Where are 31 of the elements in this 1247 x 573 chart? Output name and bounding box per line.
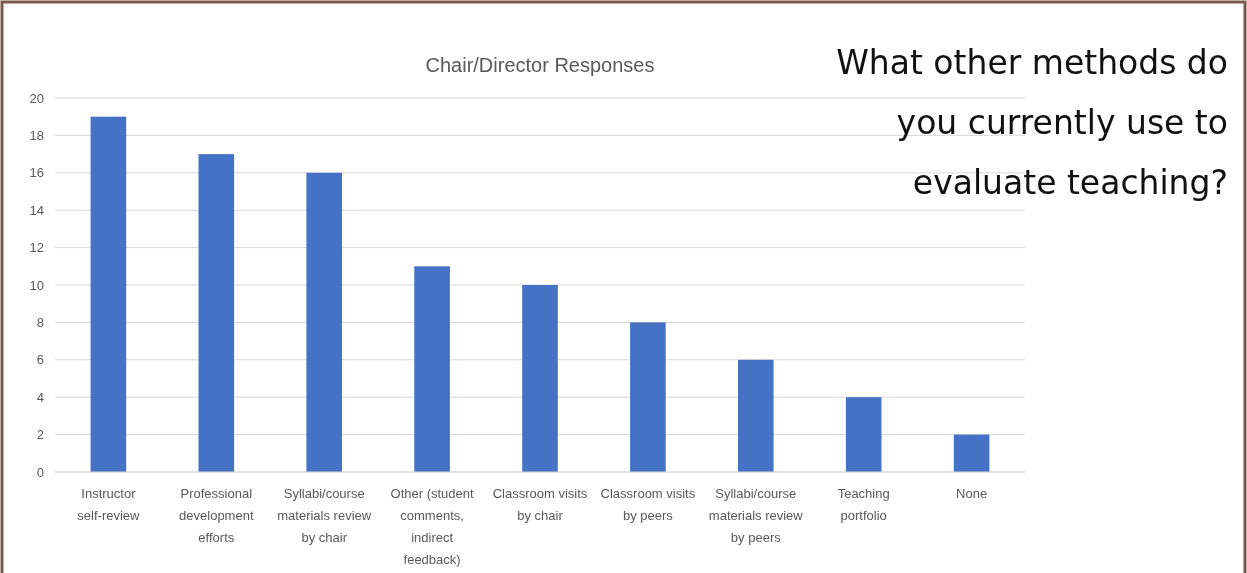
y-tick-label: 8 [36, 315, 44, 331]
y-tick-label: 10 [29, 277, 44, 293]
x-tick-label: Other (student comments, indirect feedback) [390, 486, 475, 567]
bar [90, 116, 127, 472]
bar [845, 397, 882, 472]
x-tick-label: Teaching portfolio [837, 486, 890, 523]
x-tick-label: Instructor self-review [77, 486, 141, 523]
bar [737, 359, 774, 472]
bar [522, 285, 558, 472]
y-tick-label: 12 [29, 240, 44, 256]
y-tick-label: 2 [36, 427, 44, 443]
y-tick-label: 0 [36, 464, 44, 480]
bar [306, 172, 343, 472]
x-tick-label: Professional development efforts [179, 486, 254, 545]
annotation: What other methods do you currently use to evaluate teaching? [836, 43, 1228, 202]
y-tick-label: 14 [29, 202, 44, 218]
x-tick-label: Syllabi/course materials review by peers [708, 486, 804, 545]
x-tick-label: Syllabi/course materials review by chair [277, 486, 372, 545]
bar [414, 266, 450, 472]
bar [198, 154, 235, 472]
x-tick-label: Classroom visits by peers [600, 486, 696, 523]
x-tick-label: None [956, 486, 988, 501]
y-tick-label: 4 [36, 389, 44, 405]
y-tick-label: 18 [29, 128, 44, 144]
bar [953, 434, 990, 472]
chart-title: Chair/Director Responses [425, 54, 655, 76]
bar [630, 322, 666, 472]
y-tick-label: 16 [29, 165, 44, 181]
y-tick-label: 6 [36, 352, 44, 368]
y-tick-label: 20 [29, 90, 44, 106]
x-tick-label: Classroom visits by chair [492, 486, 588, 523]
